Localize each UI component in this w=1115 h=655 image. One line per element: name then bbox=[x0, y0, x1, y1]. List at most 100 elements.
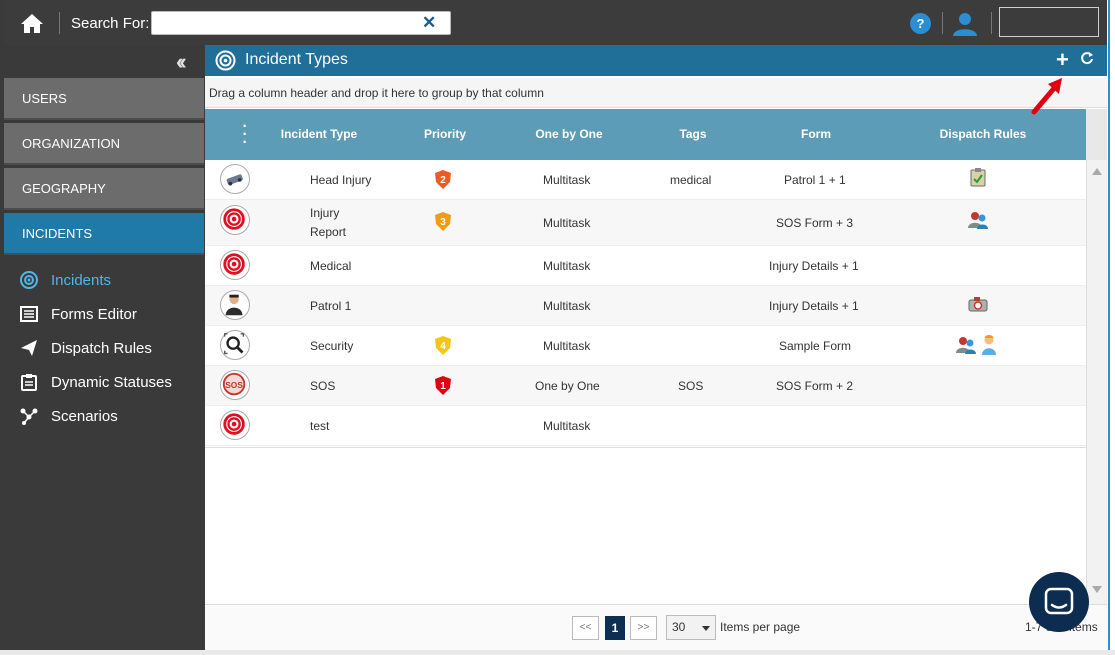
priority-badge-icon: 1 bbox=[435, 376, 451, 395]
table-row[interactable]: Patrol 1 Multitask Injury Details + 1 bbox=[205, 286, 1086, 326]
clipboard-icon bbox=[970, 168, 986, 187]
camera-icon bbox=[968, 297, 988, 312]
incident-type-cell: test bbox=[310, 419, 330, 433]
column-header-priority[interactable]: Priority bbox=[423, 127, 466, 141]
add-icon[interactable]: + bbox=[1056, 47, 1069, 72]
sidebar-item-label: Dynamic Statuses bbox=[51, 373, 172, 391]
nav-section-organization[interactable]: ORGANIZATION bbox=[4, 123, 204, 165]
target-icon bbox=[20, 271, 38, 289]
chat-icon bbox=[1044, 587, 1074, 615]
clear-search-icon[interactable]: ✕ bbox=[422, 13, 437, 32]
target-icon bbox=[215, 50, 236, 71]
divider bbox=[59, 12, 60, 34]
top-bar: Search For: ✕ ? bbox=[4, 0, 1107, 45]
background-window-border bbox=[1108, 0, 1110, 655]
background-window-bottom bbox=[0, 650, 1115, 655]
users-icon bbox=[956, 337, 976, 354]
user-icon[interactable] bbox=[952, 11, 978, 37]
form-cell: Sample Form bbox=[779, 339, 852, 353]
clipboard-icon bbox=[21, 374, 37, 391]
vehicle-icon bbox=[220, 164, 250, 194]
nav-section-geography[interactable]: GEOGRAPHY bbox=[4, 168, 204, 210]
sidebar-item-forms-editor[interactable]: Forms Editor bbox=[20, 303, 137, 325]
incident-type-cell: Patrol 1 bbox=[310, 299, 352, 313]
sidebar-item-incidents[interactable]: Incidents bbox=[20, 269, 111, 291]
incident-type-cell: Head Injury bbox=[310, 173, 372, 187]
priority-value: 4 bbox=[440, 341, 446, 352]
table-row[interactable]: Head Injury 2 Multitask medical Patrol 1… bbox=[205, 160, 1086, 200]
chevron-down-icon bbox=[702, 626, 710, 631]
priority-value: 2 bbox=[440, 175, 446, 186]
priority-value: 3 bbox=[440, 217, 446, 228]
divider bbox=[991, 12, 992, 34]
table-row[interactable]: SOS SOS 1 One by One SOS SOS Form + 2 bbox=[205, 366, 1086, 406]
scroll-up-icon[interactable] bbox=[1092, 168, 1102, 175]
sidebar: ‹‹ USERS ORGANIZATION GEOGRAPHY INCIDENT… bbox=[4, 45, 204, 650]
incident-type-cell-line1: Injury bbox=[310, 206, 340, 220]
incident-type-cell: Medical bbox=[310, 259, 352, 273]
mode-cell: Multitask bbox=[543, 259, 591, 273]
table-row[interactable]: Security 4 Multitask Sample Form bbox=[205, 326, 1086, 366]
tags-cell: medical bbox=[670, 173, 712, 187]
table-row[interactable]: Injury Report 3 Multitask SOS Form + 3 bbox=[205, 200, 1086, 246]
priority-badge-icon: 4 bbox=[435, 336, 451, 355]
mode-cell: Multitask bbox=[543, 216, 591, 230]
search-label: Search For: bbox=[71, 15, 150, 32]
column-header-incident-type[interactable]: Incident Type bbox=[280, 127, 358, 141]
mode-cell: Multitask bbox=[543, 299, 591, 313]
sidebar-item-label: Dispatch Rules bbox=[51, 339, 152, 357]
divider bbox=[942, 12, 943, 34]
grid-end-line bbox=[205, 447, 1086, 448]
guard-icon bbox=[220, 290, 250, 320]
search-input[interactable] bbox=[151, 11, 451, 35]
form-cell: SOS Form + 3 bbox=[776, 216, 854, 230]
column-header-form[interactable]: Form bbox=[801, 127, 831, 141]
sidebar-item-label: Forms Editor bbox=[51, 305, 137, 323]
column-header-dispatch-rules[interactable]: Dispatch Rules bbox=[939, 127, 1027, 141]
incident-type-cell-line2: Report bbox=[310, 225, 347, 239]
incident-types-panel: Incident Types + Drag a column header an… bbox=[205, 45, 1107, 650]
grid-body: Head Injury 2 Multitask medical Patrol 1… bbox=[205, 160, 1086, 604]
grid-header-spacer bbox=[1086, 109, 1107, 160]
help-icon[interactable]: ? bbox=[910, 13, 931, 34]
column-menu-icon[interactable]: · · · bbox=[242, 118, 248, 151]
network-icon bbox=[20, 408, 38, 425]
mode-cell: Multitask bbox=[543, 339, 591, 353]
form-cell: Injury Details + 1 bbox=[769, 299, 859, 313]
send-icon bbox=[21, 340, 37, 356]
collapse-sidebar-icon[interactable]: ‹‹ bbox=[176, 49, 186, 74]
tags-cell: SOS bbox=[678, 379, 704, 393]
priority-badge-icon: 2 bbox=[435, 170, 451, 189]
page-button-current[interactable]: 1 bbox=[605, 616, 625, 640]
sidebar-item-dynamic-statuses[interactable]: Dynamic Statuses bbox=[20, 371, 172, 393]
priority-badge-icon: 3 bbox=[435, 212, 451, 231]
nav-section-incidents[interactable]: INCIDENTS bbox=[4, 213, 204, 255]
magnifier-icon bbox=[220, 330, 250, 360]
sidebar-item-scenarios[interactable]: Scenarios bbox=[20, 405, 118, 427]
panel-header: Incident Types + bbox=[205, 45, 1107, 76]
target-icon bbox=[220, 250, 250, 280]
home-icon[interactable] bbox=[20, 12, 44, 34]
refresh-icon[interactable] bbox=[1080, 51, 1094, 65]
sidebar-item-dispatch-rules[interactable]: Dispatch Rules bbox=[20, 337, 152, 359]
person-icon bbox=[982, 335, 996, 355]
table-row[interactable]: test Multitask bbox=[205, 406, 1086, 446]
table-row[interactable]: Medical Multitask Injury Details + 1 bbox=[205, 246, 1086, 286]
column-header-one-by-one[interactable]: One by One bbox=[535, 127, 603, 141]
column-header-tags[interactable]: Tags bbox=[679, 127, 707, 141]
pager: << 1 >> 30 Items per page 1-7 of 7 items bbox=[205, 604, 1107, 650]
panel-title: Incident Types bbox=[245, 51, 348, 68]
first-page-button[interactable]: << bbox=[572, 616, 599, 640]
chat-launcher-button[interactable] bbox=[1029, 572, 1089, 632]
last-page-button[interactable]: >> bbox=[630, 616, 657, 640]
form-icon bbox=[20, 306, 38, 322]
group-by-drop-zone[interactable]: Drag a column header and drop it here to… bbox=[205, 78, 1107, 108]
priority-value: 1 bbox=[440, 381, 446, 392]
user-menu-box[interactable] bbox=[999, 7, 1099, 37]
page-size-select[interactable]: 30 bbox=[666, 615, 716, 640]
page-size-value: 30 bbox=[672, 620, 686, 634]
nav-section-users[interactable]: USERS bbox=[4, 78, 204, 120]
scroll-down-icon[interactable] bbox=[1092, 586, 1102, 593]
vertical-scrollbar[interactable] bbox=[1086, 160, 1107, 604]
svg-text:SOS: SOS bbox=[225, 380, 243, 390]
